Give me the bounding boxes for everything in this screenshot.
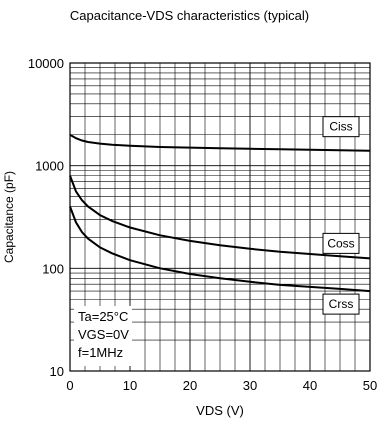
series-labels: Ciss Coss Crss: [322, 116, 360, 315]
series-label-box: [322, 116, 360, 138]
x-tick-label: 20: [183, 378, 197, 393]
series-label-ciss: Ciss: [329, 120, 352, 134]
y-tick-label: 100: [42, 261, 64, 276]
annotation-line: VGS=0V: [78, 327, 129, 342]
x-tick-label: 50: [363, 378, 377, 393]
y-tick-label: 1000: [35, 159, 64, 174]
series-label-box: [322, 232, 360, 254]
x-tick-label: 30: [243, 378, 257, 393]
series-label-crss: Crss: [329, 297, 354, 311]
y-axis-label: Capacitance (pF): [2, 171, 16, 263]
y-tick-label: 10: [50, 364, 64, 379]
series-line-crss: [69, 206, 371, 293]
chart-title: Capacitance-VDS characteristics (typical…: [69, 8, 310, 23]
conditions-annotation: Ta=25°C VGS=0V f=1MHz: [74, 306, 132, 366]
y-tick-label: 10000: [28, 56, 64, 71]
x-tick-label: 40: [303, 378, 317, 393]
x-tick-label: 10: [123, 378, 137, 393]
series-label-box: [322, 293, 360, 315]
annotation-line: Ta=25°C: [78, 309, 128, 324]
x-axis-label: VDS (V): [196, 403, 244, 418]
series-line-ciss: [69, 133, 371, 152]
series-label-coss: Coss: [327, 236, 354, 250]
series-line-coss: [69, 175, 371, 260]
annotation-line: f=1MHz: [78, 345, 123, 360]
curves: [69, 133, 371, 293]
x-tick-label: 0: [66, 378, 73, 393]
plot-frame: [69, 62, 371, 372]
annotation-background: [74, 306, 132, 366]
